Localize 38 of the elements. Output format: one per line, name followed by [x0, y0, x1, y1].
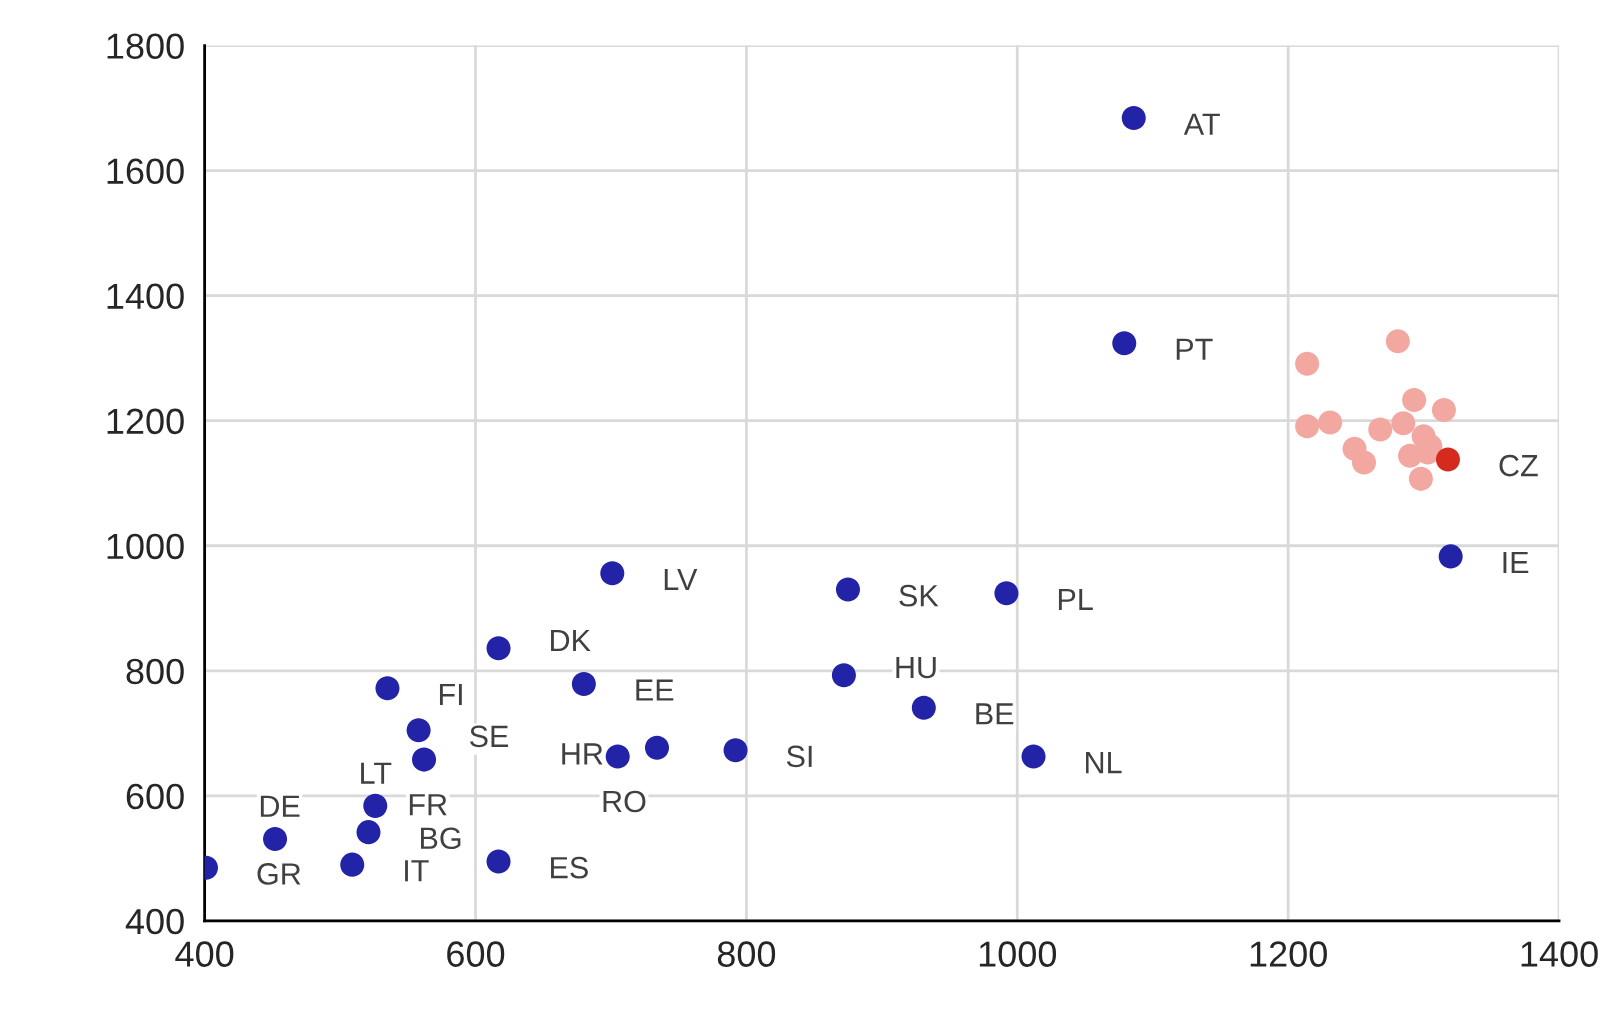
x-tick-label: 400: [175, 941, 234, 967]
y-tick-label: 1000: [107, 533, 184, 560]
annotation: EE: [636, 679, 674, 701]
annotation: HR: [562, 743, 603, 765]
annotation: SK: [899, 584, 939, 607]
annotation: ES: [551, 856, 588, 879]
annotation: PT: [1176, 338, 1213, 360]
y-tick-label: 600: [126, 783, 184, 810]
y-tick-label: 400: [125, 908, 184, 935]
y-tick-label: 1400: [107, 283, 184, 310]
annotation: HU: [896, 656, 936, 679]
y-tick-label: 1800: [107, 33, 184, 59]
x-tick-label: 1400: [1521, 941, 1598, 967]
annotation: FR: [409, 794, 447, 816]
annotation: GR: [257, 863, 301, 885]
y-tick-label: 1200: [107, 408, 184, 435]
annotation: RO: [603, 790, 646, 813]
y-tick-label: 800: [126, 658, 184, 685]
annotation: BE: [976, 703, 1014, 725]
x-tick-label: 1000: [979, 941, 1057, 967]
x-tick-label: 1200: [1250, 941, 1327, 967]
annotation: AT: [1183, 113, 1220, 135]
annotation: IT: [405, 860, 429, 882]
annotation: NL: [1086, 752, 1122, 774]
y-tick-label: 1600: [107, 158, 184, 185]
annotation: PL: [1058, 588, 1093, 610]
annotation: CZ: [1499, 454, 1538, 477]
annotation: LT: [361, 762, 392, 784]
annotation: DE: [260, 795, 300, 817]
annotation: SI: [786, 745, 812, 768]
annotation: IE: [1503, 552, 1529, 574]
annotation: LV: [664, 568, 698, 590]
x-tick-label: 800: [717, 941, 776, 967]
annotation: FI: [439, 683, 462, 705]
annotation: DK: [551, 630, 591, 652]
annotation: BG: [421, 827, 461, 850]
annotation: SE: [470, 725, 509, 748]
x-tick-label: 600: [447, 941, 505, 967]
